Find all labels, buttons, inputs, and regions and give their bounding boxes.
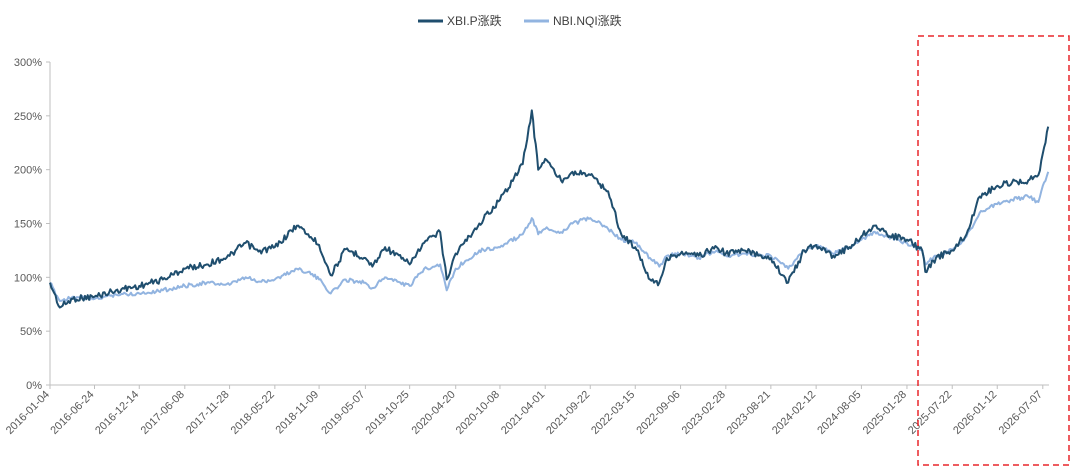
x-tick-label: 2017-11-28 xyxy=(184,389,232,437)
x-tick-label: 2020-10-08 xyxy=(454,389,502,437)
x-tick-label: 2022-09-06 xyxy=(634,389,682,437)
y-tick-label: 50% xyxy=(20,326,42,338)
x-tick-label: 2026-07-07 xyxy=(997,389,1045,437)
legend: XBI.P涨跌 NBI.NQI涨跌 xyxy=(418,13,622,28)
highlight-box xyxy=(917,35,1070,466)
x-tick-label: 2016-06-24 xyxy=(48,389,96,437)
x-tick-label: 2019-10-25 xyxy=(363,389,411,437)
x-tick-label: 2018-05-22 xyxy=(229,389,277,437)
series-line-nbi xyxy=(49,171,1050,302)
x-tick-label: 2021-04-01 xyxy=(499,389,547,437)
y-tick-label: 250% xyxy=(14,111,42,123)
x-tick-label: 2022-03-15 xyxy=(589,389,637,437)
highlight-layer xyxy=(917,35,1070,466)
y-tick-label: 100% xyxy=(14,272,42,284)
legend-label: NBI.NQI涨跌 xyxy=(553,13,622,28)
x-tick-label: 2026-01-12 xyxy=(951,389,999,437)
x-tick-label: 2023-08-21 xyxy=(725,389,773,437)
series-line-xbi xyxy=(49,109,1050,309)
x-tick-label: 2025-01-28 xyxy=(861,389,909,437)
y-axis: 0% 50% 100% 150% 200% 250% 300% xyxy=(14,57,51,392)
y-tick-label: 150% xyxy=(14,219,42,231)
y-tick-label: 0% xyxy=(26,380,42,392)
x-axis: 2016-01-042016-06-242016-12-142017-06-08… xyxy=(4,384,1049,437)
series-layer xyxy=(49,109,1050,309)
x-tick-label: 2020-04-20 xyxy=(410,389,458,437)
x-tick-label: 2016-01-04 xyxy=(4,389,52,437)
y-tick-label: 300% xyxy=(14,57,42,69)
x-tick-label: 2018-11-09 xyxy=(274,389,322,437)
y-tick-label: 200% xyxy=(14,165,42,177)
x-tick-label: 2025-07-22 xyxy=(906,389,954,437)
x-tick-label: 2017-06-08 xyxy=(139,389,187,437)
x-tick-label: 2021-09-22 xyxy=(544,389,592,437)
x-tick-label: 2023-02-28 xyxy=(680,389,728,437)
x-tick-label: 2024-08-05 xyxy=(815,389,863,437)
legend-label: XBI.P涨跌 xyxy=(447,13,502,28)
x-tick-label: 2016-12-14 xyxy=(93,389,141,437)
x-tick-label: 2019-05-07 xyxy=(319,389,367,437)
x-tick-label: 2024-02-12 xyxy=(770,389,818,437)
